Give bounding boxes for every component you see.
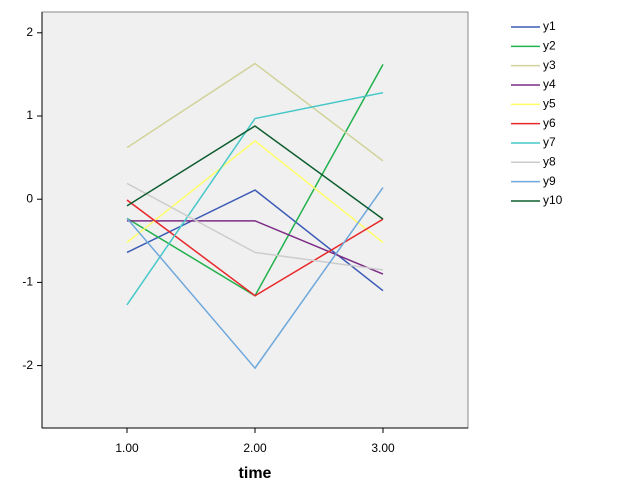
x-tick-label: 2.00	[243, 441, 267, 455]
series-line	[126, 91, 384, 306]
legend-label: y6	[543, 116, 556, 130]
x-tick-label: 1.00	[115, 441, 139, 455]
x-axis-label: time	[239, 465, 272, 482]
legend-label: y5	[543, 96, 556, 110]
y-tick-label: -2	[22, 358, 33, 372]
legend-label: y3	[543, 58, 556, 72]
legend-label: y9	[543, 174, 556, 188]
y-tick-label: -1	[22, 275, 33, 289]
series-line	[126, 182, 384, 271]
series-line	[126, 187, 384, 370]
legend-label: y7	[543, 135, 556, 149]
y-tick-label: 2	[26, 25, 33, 39]
series-line	[126, 199, 384, 297]
legend-label: y1	[543, 19, 556, 33]
series-line	[126, 62, 384, 162]
legend-label: y2	[543, 39, 556, 53]
series-line	[126, 140, 384, 244]
plot-area	[41, 11, 469, 429]
series-line	[126, 125, 384, 220]
legend-label: y8	[543, 154, 556, 168]
legend-label: y4	[543, 77, 556, 91]
series-line	[126, 220, 384, 275]
y-tick-label: 0	[26, 191, 33, 205]
legend-label: y10	[543, 193, 563, 207]
x-tick-label: 3.00	[371, 441, 395, 455]
y-tick-label: 1	[26, 108, 33, 122]
